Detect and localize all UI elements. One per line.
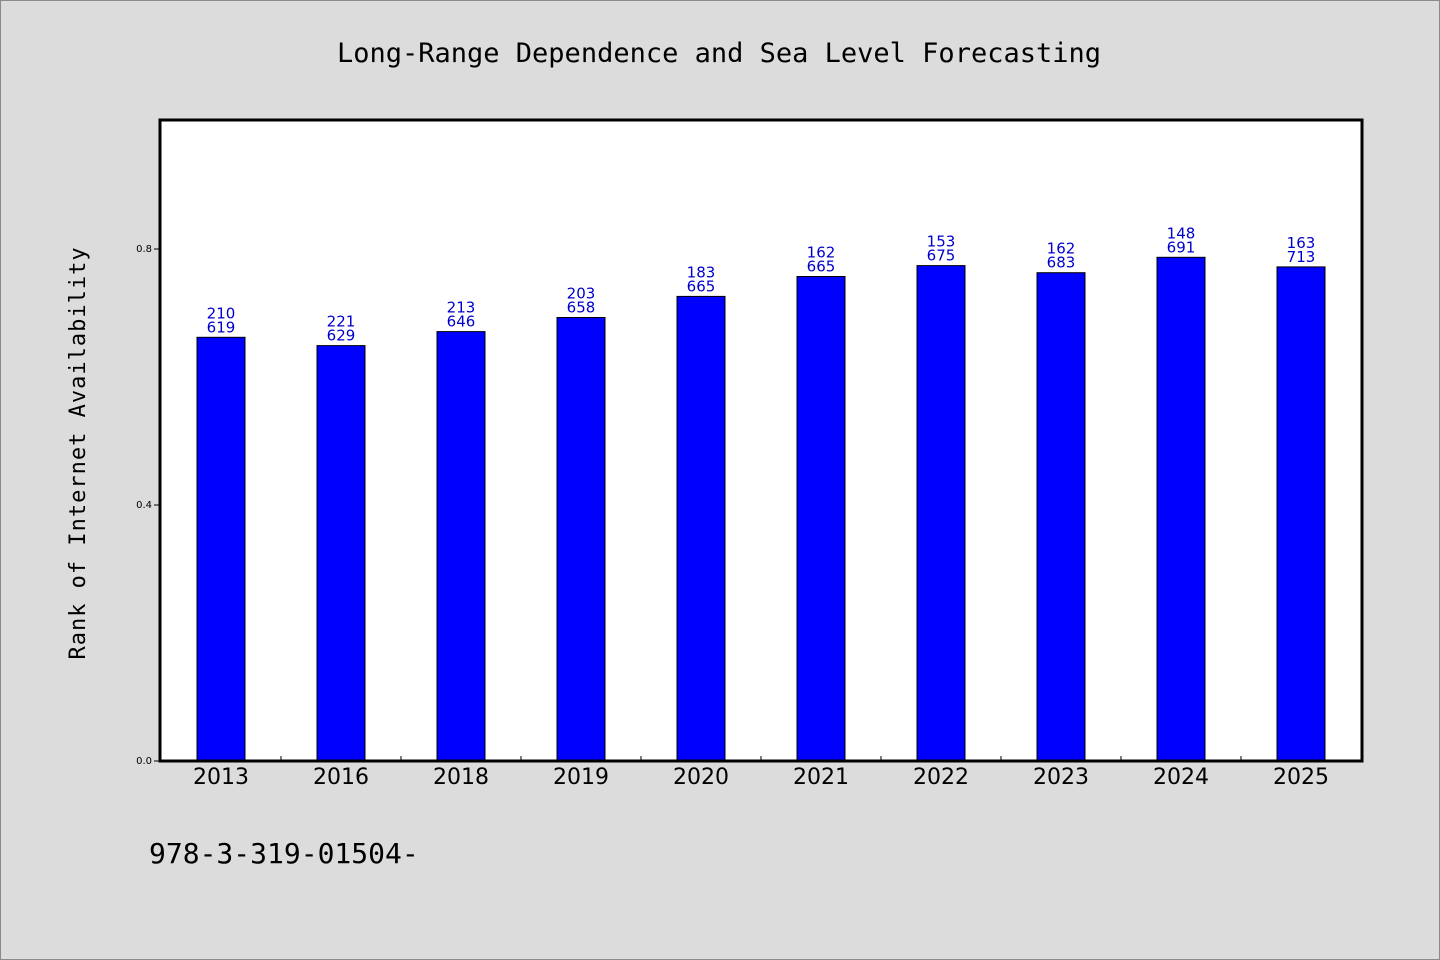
y-axis-label: Rank of Internet Availability (66, 246, 91, 659)
x-axis-ticks: 2013 2016 2018 2019 2020 2021 2022 2023 2024 2025 (193, 756, 1329, 790)
data-label-top-2024: 148 (1167, 224, 1196, 242)
data-label-top-2018: 213 (447, 299, 476, 317)
data-label-top-2025: 163 (1287, 234, 1316, 252)
x-tick-label-2020: 2020 (673, 765, 729, 790)
data-label-bottom-2022: 675 (927, 247, 956, 265)
bar-2024 (1156, 256, 1206, 762)
bar-2020 (676, 295, 726, 762)
y-tick-label-0.8: 0.8 (136, 244, 152, 255)
x-tick-label-2021: 2021 (793, 765, 849, 790)
data-label-bottom-2024: 691 (1167, 238, 1196, 256)
bar-2013 (196, 336, 246, 762)
x-tick-label-2013: 2013 (193, 765, 249, 790)
data-label-top-2020: 183 (687, 263, 716, 281)
bar-2019 (556, 317, 606, 762)
bar-2021 (796, 276, 846, 762)
data-label-top-2016: 221 (327, 313, 356, 331)
data-label-bottom-2023: 683 (1047, 254, 1076, 272)
data-label-top-2023: 162 (1047, 240, 1076, 258)
x-tick-label-2025: 2025 (1273, 765, 1329, 790)
data-label-top-2013: 210 (207, 304, 236, 322)
plot-frame (158, 118, 1364, 763)
x-tick-label-2022: 2022 (913, 765, 969, 790)
data-label-top-2022: 153 (927, 233, 956, 251)
y-axis-ticks: 0.0 0.4 0.8 (136, 244, 161, 767)
x-tick-label-2019: 2019 (553, 765, 609, 790)
data-label-bottom-2016: 629 (327, 327, 356, 345)
footnote-isbn: 978-3-319-01504- (149, 837, 419, 870)
data-label-top-2021: 162 (807, 244, 836, 262)
y-tick-label-0.4: 0.4 (136, 500, 152, 511)
data-label-top-2019: 203 (567, 285, 596, 303)
x-tick-label-2016: 2016 (313, 765, 369, 790)
data-label-bottom-2013: 619 (207, 318, 236, 336)
bars-layer (196, 256, 1326, 762)
y-tick-label-0.0: 0.0 (136, 756, 152, 767)
bar-2016 (316, 345, 366, 762)
bar-2023 (1036, 272, 1086, 762)
data-label-bottom-2018: 646 (447, 313, 476, 331)
chart-title: Long-Range Dependence and Sea Level Fore… (337, 38, 1101, 69)
data-label-bottom-2025: 713 (1287, 248, 1316, 266)
x-tick-label-2023: 2023 (1033, 765, 1089, 790)
data-label-bottom-2019: 658 (567, 299, 596, 317)
bar-2018 (436, 331, 486, 762)
x-tick-label-2024: 2024 (1153, 765, 1209, 790)
bar-2025 (1276, 266, 1326, 762)
x-tick-label-2018: 2018 (433, 765, 489, 790)
data-label-bottom-2020: 665 (687, 277, 716, 295)
bar-2022 (916, 265, 966, 762)
data-label-bottom-2021: 665 (807, 258, 836, 276)
